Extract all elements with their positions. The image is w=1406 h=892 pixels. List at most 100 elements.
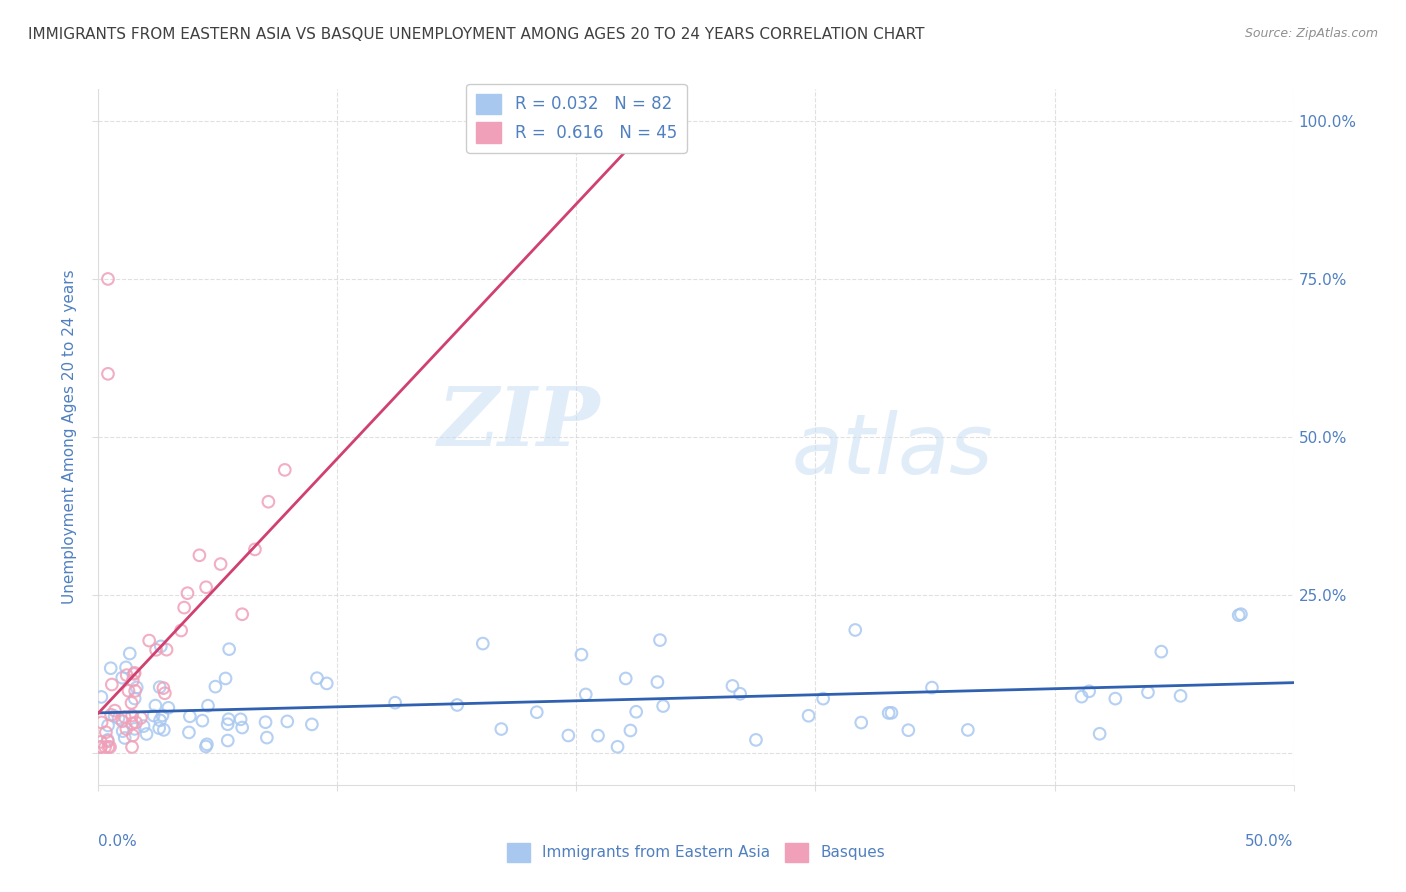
Text: ZIP: ZIP bbox=[437, 384, 600, 463]
Point bbox=[204, 680, 226, 694]
Point bbox=[231, 607, 253, 622]
Point bbox=[721, 679, 744, 693]
Point bbox=[647, 675, 669, 690]
Point bbox=[148, 721, 170, 735]
Point bbox=[124, 691, 146, 706]
Point bbox=[142, 708, 165, 723]
Point bbox=[170, 624, 193, 638]
Point bbox=[557, 729, 579, 743]
Point bbox=[94, 739, 117, 754]
Point bbox=[191, 714, 214, 728]
Point bbox=[624, 705, 647, 719]
Point bbox=[209, 557, 232, 571]
Point bbox=[111, 724, 134, 739]
Point bbox=[155, 642, 177, 657]
Text: 50.0%: 50.0% bbox=[1246, 834, 1294, 848]
Point bbox=[619, 723, 641, 738]
Point bbox=[107, 711, 129, 725]
Point bbox=[111, 671, 134, 685]
Point bbox=[135, 727, 157, 741]
Point bbox=[97, 734, 120, 748]
Point bbox=[491, 722, 513, 736]
Point bbox=[149, 714, 172, 728]
Point bbox=[122, 666, 145, 681]
Point bbox=[121, 739, 143, 754]
Point bbox=[197, 698, 219, 713]
Point bbox=[811, 691, 834, 706]
Point bbox=[1070, 690, 1092, 704]
Point bbox=[243, 542, 266, 557]
Point bbox=[1136, 685, 1159, 699]
Point bbox=[571, 648, 593, 662]
Point bbox=[797, 708, 820, 723]
Point bbox=[157, 700, 180, 714]
Point bbox=[90, 735, 112, 749]
Point bbox=[1170, 689, 1192, 703]
Point bbox=[384, 696, 406, 710]
Point bbox=[152, 681, 174, 695]
Point bbox=[97, 367, 120, 381]
Point bbox=[121, 728, 143, 742]
Point bbox=[125, 681, 148, 695]
Point bbox=[231, 721, 253, 735]
Point bbox=[471, 636, 494, 650]
Point bbox=[218, 642, 240, 657]
Point bbox=[195, 737, 218, 751]
Point bbox=[114, 710, 136, 724]
Point bbox=[188, 549, 211, 563]
Point bbox=[149, 640, 172, 654]
Point bbox=[114, 731, 136, 745]
Point bbox=[101, 677, 124, 691]
Point bbox=[728, 687, 751, 701]
Point bbox=[103, 709, 125, 723]
Point bbox=[301, 717, 323, 731]
Point bbox=[274, 463, 297, 477]
Point bbox=[132, 719, 155, 733]
Point bbox=[256, 731, 278, 745]
Point bbox=[124, 665, 146, 680]
Point bbox=[575, 688, 598, 702]
Point bbox=[179, 709, 201, 723]
Point bbox=[586, 729, 609, 743]
Point bbox=[217, 717, 239, 731]
Point bbox=[125, 715, 148, 730]
Point bbox=[90, 739, 112, 754]
Point bbox=[97, 739, 120, 754]
Point bbox=[153, 686, 176, 700]
Point bbox=[115, 722, 138, 736]
Point bbox=[90, 739, 112, 754]
Point bbox=[145, 698, 167, 713]
Point bbox=[194, 739, 217, 754]
Point bbox=[307, 671, 329, 685]
Point bbox=[614, 672, 637, 686]
Point bbox=[117, 683, 139, 698]
Point bbox=[97, 732, 120, 747]
Point bbox=[844, 623, 866, 637]
Point bbox=[217, 733, 239, 747]
Point bbox=[104, 704, 127, 718]
Text: Source: ZipAtlas.com: Source: ZipAtlas.com bbox=[1244, 27, 1378, 40]
Point bbox=[121, 673, 143, 688]
Point bbox=[1104, 691, 1126, 706]
Point bbox=[1078, 684, 1101, 698]
Point bbox=[606, 739, 628, 754]
Point bbox=[897, 723, 920, 738]
Point bbox=[652, 699, 675, 714]
Point bbox=[152, 708, 174, 723]
Point bbox=[97, 718, 120, 732]
Point bbox=[956, 723, 979, 737]
Point bbox=[254, 715, 277, 730]
Point bbox=[526, 705, 548, 719]
Text: atlas: atlas bbox=[792, 410, 993, 491]
Point bbox=[121, 708, 143, 723]
Point bbox=[153, 723, 176, 737]
Point bbox=[118, 647, 141, 661]
Point bbox=[257, 494, 280, 508]
Point bbox=[446, 698, 468, 712]
Point bbox=[229, 712, 252, 726]
Point bbox=[149, 680, 172, 694]
Point bbox=[138, 633, 160, 648]
Point bbox=[880, 706, 903, 720]
Point bbox=[1088, 727, 1111, 741]
Point bbox=[124, 684, 146, 698]
